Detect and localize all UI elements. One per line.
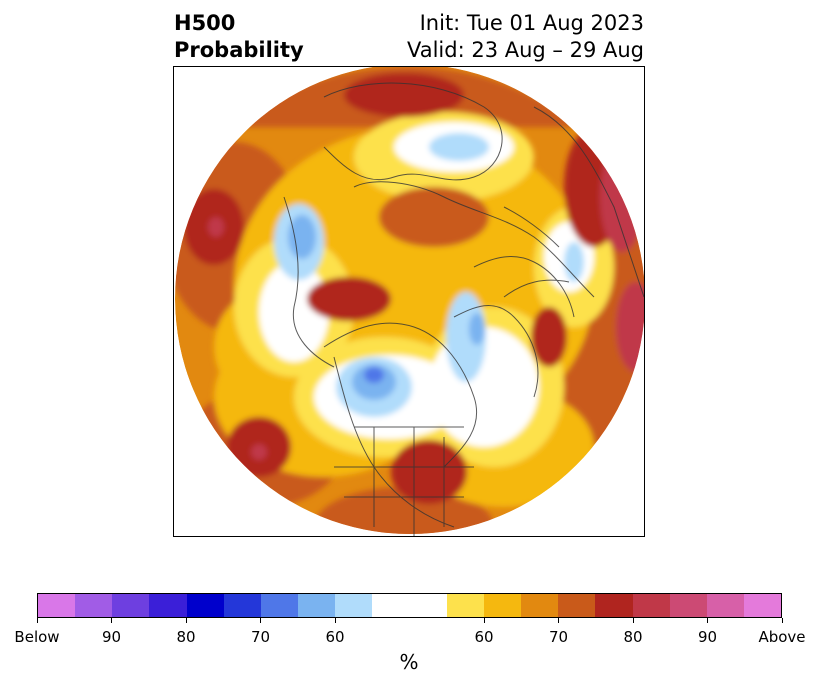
colorbar-tick-mark xyxy=(707,618,708,623)
map-panel xyxy=(173,66,645,537)
colorbar-tick-label: 90 xyxy=(697,628,718,646)
colorbar-tick-label: 90 xyxy=(101,628,122,646)
colorbar-segment xyxy=(632,594,670,617)
colorbar-segment xyxy=(335,594,373,617)
colorbar-segment xyxy=(260,594,299,617)
colorbar-tick-label: 70 xyxy=(250,628,271,646)
title-product: Probability xyxy=(174,38,304,62)
colorbar-tick-mark xyxy=(260,618,261,623)
colorbar-segment xyxy=(149,594,187,617)
colorbar-tick-mark xyxy=(334,618,336,623)
colorbar-tick-mark xyxy=(632,618,634,623)
colorbar-segment xyxy=(558,594,596,617)
colorbar-tick-mark xyxy=(111,618,112,623)
colorbar-tick-label: Below xyxy=(14,628,60,646)
colorbar-segment xyxy=(446,594,484,617)
init-date: Init: Tue 01 Aug 2023 xyxy=(419,11,644,35)
colorbar-segment xyxy=(112,594,150,617)
colorbar-segment xyxy=(298,594,336,617)
coastlines xyxy=(283,82,644,536)
title-variable: H500 xyxy=(174,11,236,35)
valid-range: Valid: 23 Aug – 29 Aug xyxy=(406,38,644,62)
colorbar-tick-label: 70 xyxy=(548,628,569,646)
colorbar-segment xyxy=(409,594,447,617)
colorbar-tick-label: 60 xyxy=(474,628,494,646)
colorbar-segment xyxy=(743,594,782,617)
colorbar-tick-label: 60 xyxy=(325,628,345,646)
colorbar-tick-mark xyxy=(185,618,187,623)
colorbar-unit-label: % xyxy=(399,650,419,674)
colorbar-segment xyxy=(38,594,76,617)
colorbar-tick-mark xyxy=(781,618,783,623)
colorbar-segment xyxy=(75,594,113,617)
colorbar-tick-mark xyxy=(558,618,559,623)
colorbar xyxy=(37,593,782,618)
title-left: H500 Probability xyxy=(174,10,304,64)
colorbar-tick-mark xyxy=(36,618,38,623)
colorbar-tick-label: 80 xyxy=(623,628,643,646)
colorbar-segment xyxy=(669,594,707,617)
colorbar-segment xyxy=(223,594,261,617)
colorbar-segment xyxy=(372,594,410,617)
colorbar-segment xyxy=(521,594,559,617)
title-right: Init: Tue 01 Aug 2023 Valid: 23 Aug – 29… xyxy=(407,10,644,64)
colorbar-segment xyxy=(706,594,744,617)
colorbar-segment xyxy=(186,594,224,617)
colorbar-segment xyxy=(483,594,522,617)
colorbar-tick-mark xyxy=(483,618,485,623)
colorbar-tick-label: Above xyxy=(758,628,806,646)
colorbar-segment xyxy=(595,594,633,617)
colorbar-tick-label: 80 xyxy=(176,628,196,646)
polar-map xyxy=(175,67,644,536)
